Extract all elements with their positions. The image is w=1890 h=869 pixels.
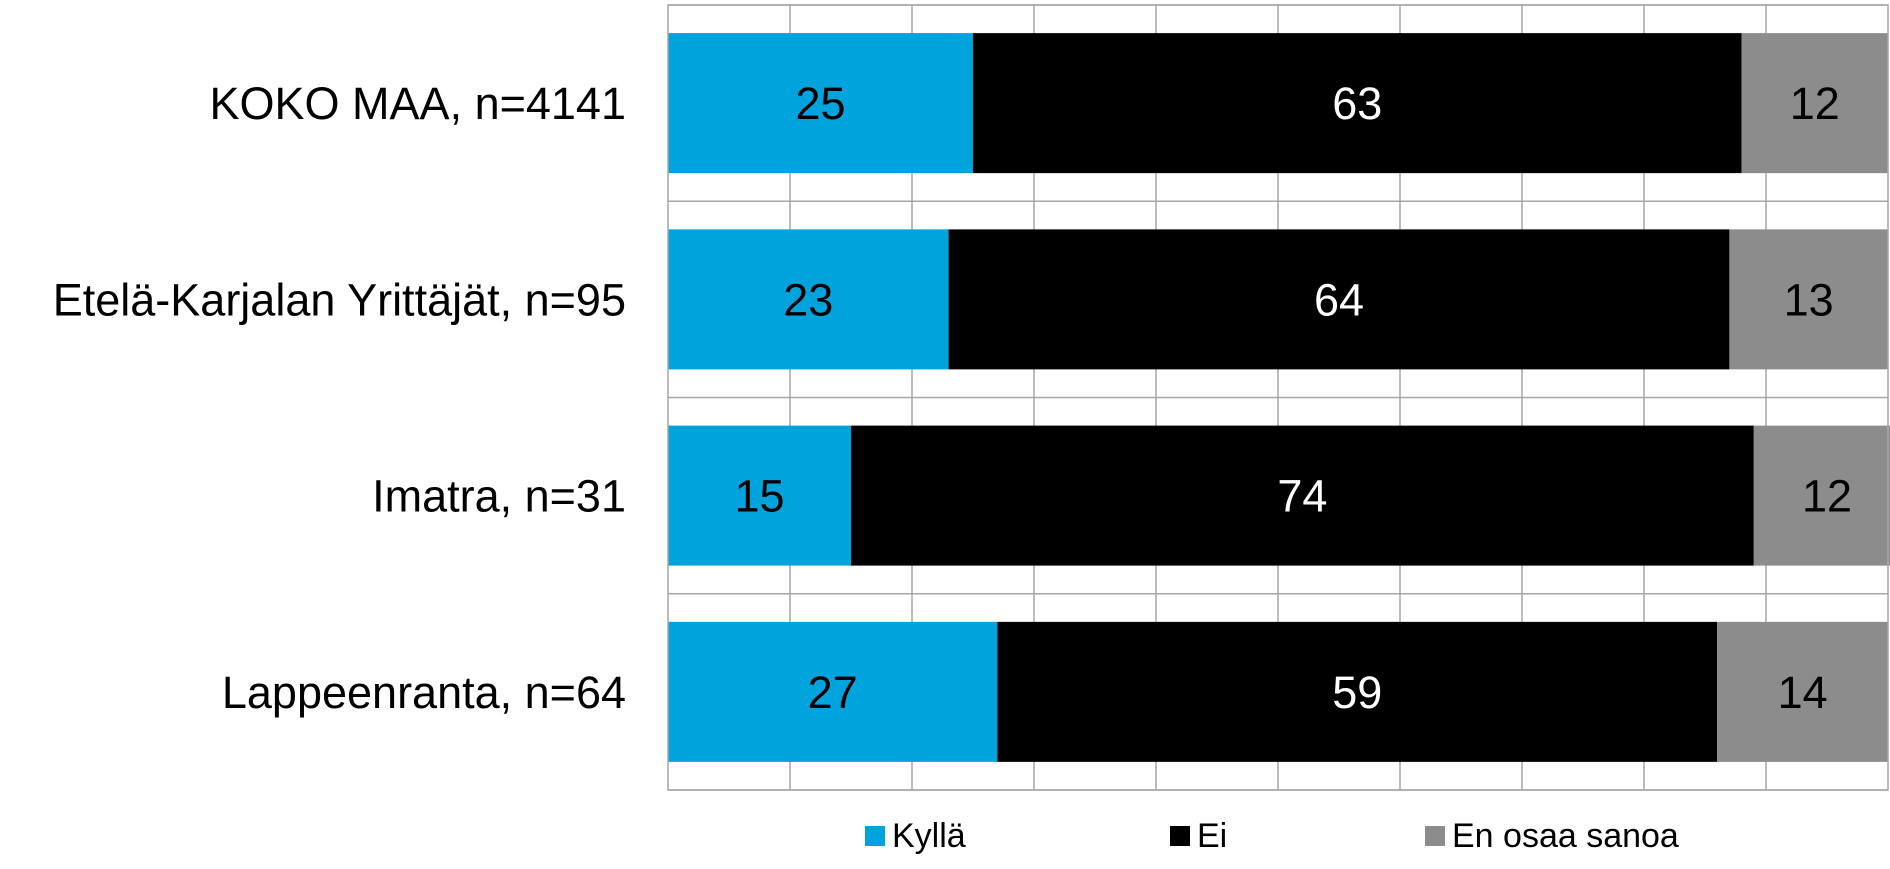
- data-label-kylla: 15: [734, 471, 784, 522]
- plot-frame: [667, 4, 1889, 791]
- legend-label-kylla: Kyllä: [892, 817, 966, 855]
- data-label-kylla: 25: [795, 78, 845, 129]
- data-label-en-osaa-sanoa: 14: [1778, 667, 1828, 718]
- legend-swatch-kylla: [865, 826, 885, 846]
- data-label-ei: 63: [1332, 78, 1382, 129]
- category-labels: KOKO MAA, n=4141 Etelä-Karjalan Yrittäjät…: [53, 78, 626, 718]
- plot-border: [667, 4, 1889, 791]
- legend-swatch-ei: [1170, 826, 1190, 846]
- category-label: Etelä-Karjalan Yrittäjät, n=95: [53, 274, 626, 325]
- data-label-en-osaa-sanoa: 12: [1802, 471, 1852, 522]
- legend: Kyllä Ei En osaa sanoa: [865, 817, 1679, 855]
- bar-kylla: [668, 33, 973, 174]
- data-labels: 25 63 12 23 64 13 15 74 12 27 59 14: [734, 78, 1852, 718]
- data-label-ei: 59: [1332, 667, 1382, 718]
- bar-kylla: [668, 621, 998, 762]
- category-label: Imatra, n=31: [372, 471, 626, 522]
- data-label-en-osaa-sanoa: 12: [1790, 78, 1840, 129]
- bar-en-osaa-sanoa: [1741, 33, 1888, 174]
- legend-swatch-en-osaa-sanoa: [1425, 826, 1445, 846]
- category-label: Lappeenranta, n=64: [222, 667, 626, 718]
- bar-ei: [973, 33, 1742, 174]
- data-label-ei: 74: [1277, 471, 1327, 522]
- bar-kylla: [668, 425, 851, 566]
- data-label-ei: 64: [1314, 274, 1364, 325]
- bar-ei: [997, 621, 1718, 762]
- bar-kylla: [668, 229, 949, 370]
- data-label-kylla: 23: [783, 274, 833, 325]
- data-label-kylla: 27: [808, 667, 858, 718]
- legend-label-en-osaa-sanoa: En osaa sanoa: [1452, 817, 1679, 855]
- bar-ei: [948, 229, 1730, 370]
- data-label-en-osaa-sanoa: 13: [1784, 274, 1834, 325]
- category-label: KOKO MAA, n=4141: [210, 78, 626, 129]
- bar-ei: [851, 425, 1754, 566]
- bar-segments: [668, 33, 1890, 762]
- bar-en-osaa-sanoa: [1753, 425, 1890, 566]
- bar-en-osaa-sanoa: [1729, 229, 1888, 370]
- bar-en-osaa-sanoa: [1717, 621, 1888, 762]
- legend-label-ei: Ei: [1197, 817, 1227, 855]
